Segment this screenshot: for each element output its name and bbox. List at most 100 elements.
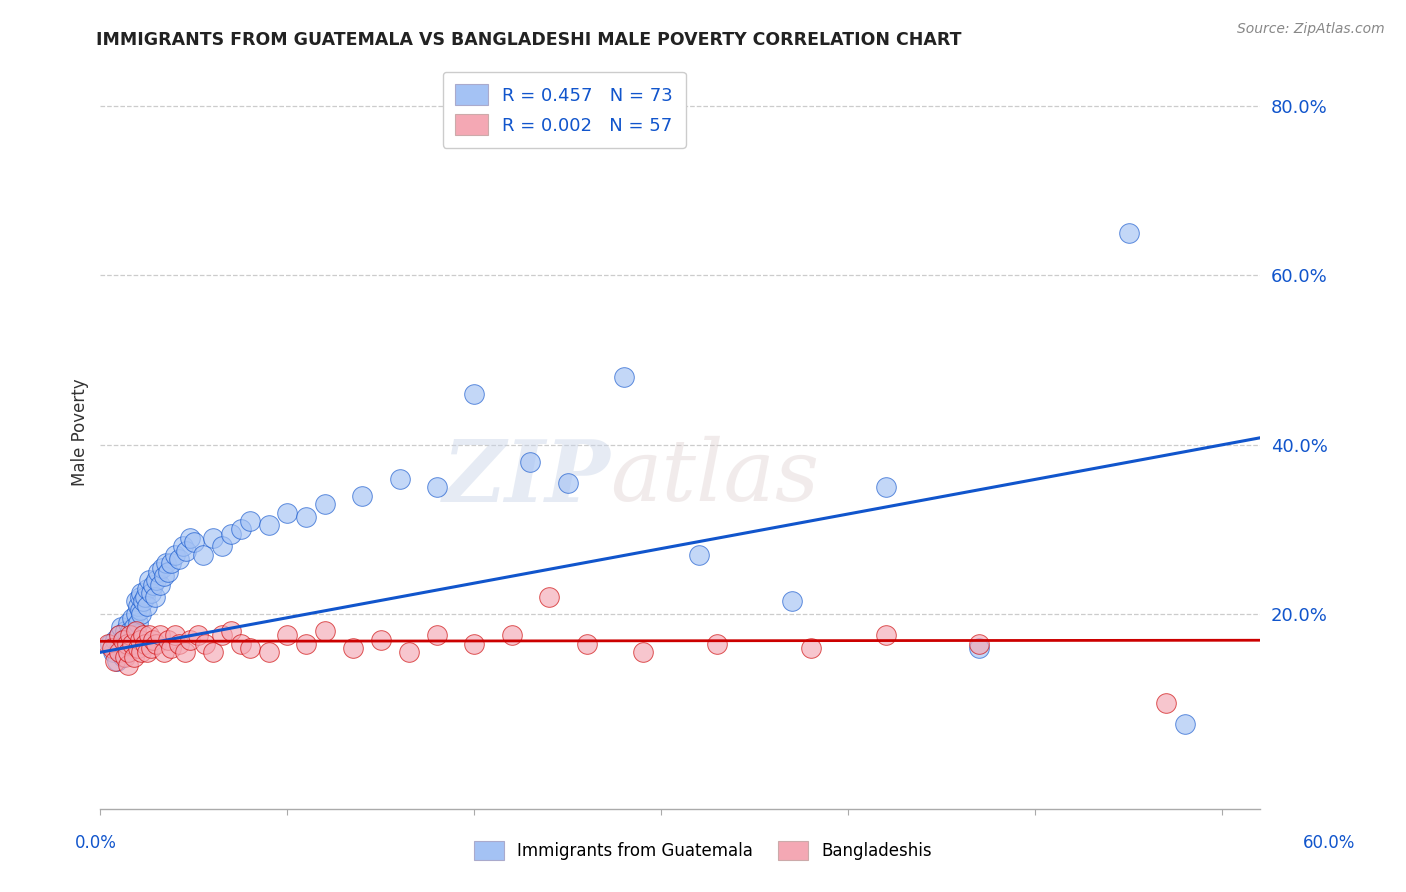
Point <box>117 628 139 642</box>
Point <box>183 535 205 549</box>
Point <box>120 637 142 651</box>
Point <box>108 645 131 659</box>
Point <box>314 624 336 639</box>
Point <box>103 645 125 659</box>
Point <box>131 645 153 659</box>
Text: IMMIGRANTS FROM GUATEMALA VS BANGLADESHI MALE POVERTY CORRELATION CHART: IMMIGRANTS FROM GUATEMALA VS BANGLADESHI… <box>96 31 962 49</box>
Point <box>98 637 121 651</box>
Point <box>187 628 209 642</box>
Point <box>519 455 541 469</box>
Point <box>115 645 138 659</box>
Point <box>139 586 162 600</box>
Point <box>211 540 233 554</box>
Point <box>156 565 179 579</box>
Point <box>967 641 990 656</box>
Point <box>342 641 364 656</box>
Point <box>104 654 127 668</box>
Point <box>426 480 449 494</box>
Point <box>136 645 159 659</box>
Point <box>967 637 990 651</box>
Point <box>142 577 165 591</box>
Point <box>875 628 897 642</box>
Point <box>138 574 160 588</box>
Point <box>780 594 803 608</box>
Point <box>108 628 131 642</box>
Point <box>1154 696 1177 710</box>
Point <box>105 654 128 668</box>
Point <box>201 645 224 659</box>
Point <box>132 628 155 642</box>
Point <box>110 620 132 634</box>
Point <box>145 637 167 651</box>
Point <box>194 637 217 651</box>
Legend: Immigrants from Guatemala, Bangladeshis: Immigrants from Guatemala, Bangladeshis <box>464 831 942 871</box>
Point <box>139 641 162 656</box>
Point <box>134 591 156 605</box>
Point <box>193 548 215 562</box>
Point <box>108 628 131 642</box>
Point <box>219 526 242 541</box>
Point <box>114 649 136 664</box>
Point <box>111 649 134 664</box>
Point <box>117 615 139 630</box>
Point <box>122 649 145 664</box>
Point <box>1174 717 1197 731</box>
Point <box>127 641 149 656</box>
Point <box>104 632 127 647</box>
Point <box>131 607 153 622</box>
Text: atlas: atlas <box>610 436 820 518</box>
Point <box>145 574 167 588</box>
Point <box>173 645 195 659</box>
Point <box>631 645 654 659</box>
Point <box>120 628 142 642</box>
Point <box>239 514 262 528</box>
Point <box>219 624 242 639</box>
Point <box>150 560 173 574</box>
Point <box>121 632 143 647</box>
Point <box>156 632 179 647</box>
Point <box>100 641 122 656</box>
Point <box>155 557 177 571</box>
Point <box>172 540 194 554</box>
Point <box>1118 226 1140 240</box>
Point <box>706 637 728 651</box>
Point <box>160 557 183 571</box>
Point <box>153 569 176 583</box>
Point <box>167 552 190 566</box>
Point <box>295 509 318 524</box>
Point <box>276 628 298 642</box>
Point <box>229 637 252 651</box>
Point <box>121 637 143 651</box>
Point <box>125 607 148 622</box>
Point <box>127 615 149 630</box>
Point <box>800 641 823 656</box>
Point <box>165 548 187 562</box>
Y-axis label: Male Poverty: Male Poverty <box>72 378 89 486</box>
Point <box>463 637 485 651</box>
Text: ZIP: ZIP <box>443 435 610 519</box>
Point <box>131 586 153 600</box>
Point <box>167 637 190 651</box>
Point <box>114 624 136 639</box>
Point <box>128 591 150 605</box>
Point <box>132 594 155 608</box>
Point <box>160 641 183 656</box>
Point <box>142 632 165 647</box>
Point <box>538 591 561 605</box>
Point <box>179 531 201 545</box>
Point <box>314 497 336 511</box>
Point <box>211 628 233 642</box>
Point <box>148 565 170 579</box>
Point <box>114 637 136 651</box>
Point <box>201 531 224 545</box>
Point <box>352 489 374 503</box>
Point <box>97 637 120 651</box>
Point <box>149 628 172 642</box>
Point <box>134 637 156 651</box>
Point <box>276 506 298 520</box>
Point <box>120 624 142 639</box>
Point <box>257 518 280 533</box>
Point <box>295 637 318 651</box>
Point <box>388 472 411 486</box>
Point <box>370 632 392 647</box>
